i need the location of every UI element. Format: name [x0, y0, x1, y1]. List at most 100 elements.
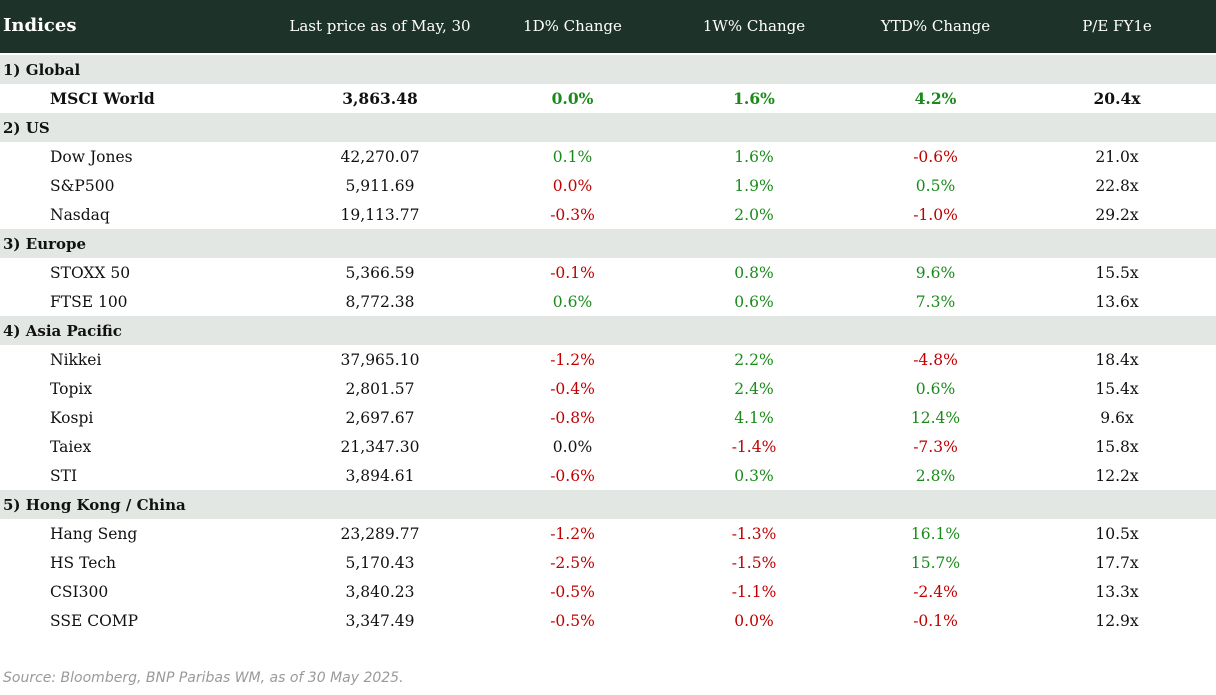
pe-cell: 29.2x [1095, 205, 1139, 224]
last-price-cell: 8,772.38 [345, 292, 415, 311]
change-1d-cell: -0.5% [550, 611, 595, 630]
change-ytd-cell: 2.8% [915, 466, 956, 485]
header-ytd-change: YTD% Change [880, 16, 991, 35]
change-1w-cell: 4.1% [734, 408, 774, 427]
last-price-cell: 37,965.10 [340, 350, 420, 369]
pe-cell: 10.5x [1095, 524, 1139, 543]
change-ytd-cell: -0.6% [913, 147, 958, 166]
index-name-cell: Nikkei [50, 350, 102, 369]
change-1w-cell: -1.5% [731, 553, 777, 572]
table-body: 1) Global MSCI World 3,863.48 0.0% 1.6% 4.2% 2… [0, 55, 1216, 635]
pe-cell: 22.8x [1095, 176, 1139, 195]
index-name-cell: Hang Seng [50, 524, 138, 543]
last-price-cell: 3,347.49 [345, 611, 415, 630]
change-1w-cell: 0.3% [734, 466, 774, 485]
table-row: Dow Jones 42,270.07 0.1% 1.6% -0.6% 21.0x [0, 142, 1216, 171]
change-1w-cell: 2.2% [734, 350, 774, 369]
change-1d-cell: -2.5% [550, 553, 595, 572]
change-1d-cell: -0.5% [550, 582, 595, 601]
change-1d-cell: -0.8% [550, 408, 595, 427]
last-price-cell: 23,289.77 [340, 524, 420, 543]
group-label: 5) Hong Kong / China [3, 495, 186, 514]
last-price-cell: 42,270.07 [340, 147, 420, 166]
group-header-row: 2) US [0, 113, 1216, 142]
change-1d-cell: 0.6% [552, 292, 593, 311]
change-1d-cell: 0.0% [552, 176, 593, 195]
pe-cell: 21.0x [1095, 147, 1139, 166]
change-ytd-cell: 7.3% [915, 292, 956, 311]
table-row: SSE COMP 3,347.49 -0.5% 0.0% -0.1% 12.9x [0, 606, 1216, 635]
change-1d-cell: 0.0% [551, 89, 594, 108]
index-name-cell: Dow Jones [50, 147, 133, 166]
pe-cell: 9.6x [1100, 408, 1134, 427]
change-ytd-cell: -0.1% [913, 611, 958, 630]
change-ytd-cell: 16.1% [910, 524, 961, 543]
index-name-cell: MSCI World [50, 89, 155, 108]
last-price-cell: 5,366.59 [345, 263, 415, 282]
table-row: Nikkei 37,965.10 -1.2% 2.2% -4.8% 18.4x [0, 345, 1216, 374]
change-ytd-cell: -1.0% [913, 205, 958, 224]
table-row: STI 3,894.61 -0.6% 0.3% 2.8% 12.2x [0, 461, 1216, 490]
change-1w-cell: -1.4% [731, 437, 777, 456]
change-1w-cell: 2.0% [734, 205, 774, 224]
indices-table: Indices Last price as of May, 30 1D% Cha… [0, 0, 1216, 635]
header-last-price: Last price as of May, 30 [289, 16, 471, 35]
change-1d-cell: 0.0% [552, 437, 593, 456]
table-row: FTSE 100 8,772.38 0.6% 0.6% 7.3% 13.6x [0, 287, 1216, 316]
index-name-cell: Nasdaq [50, 205, 110, 224]
last-price-cell: 3,840.23 [345, 582, 415, 601]
index-name-cell: S&P500 [50, 176, 115, 195]
table-row: STOXX 50 5,366.59 -0.1% 0.8% 9.6% 15.5x [0, 258, 1216, 287]
table-row: Hang Seng 23,289.77 -1.2% -1.3% 16.1% 10.5x [0, 519, 1216, 548]
change-1d-cell: -0.4% [550, 379, 595, 398]
last-price-cell: 2,697.67 [345, 408, 415, 427]
index-name-cell: STOXX 50 [50, 263, 131, 282]
last-price-cell: 3,894.61 [345, 466, 415, 485]
header-indices: Indices [3, 15, 77, 36]
pe-cell: 12.9x [1095, 611, 1139, 630]
index-name-cell: Topix [50, 379, 93, 398]
pe-cell: 15.4x [1095, 379, 1139, 398]
pe-cell: 13.6x [1095, 292, 1139, 311]
index-name-cell: STI [50, 466, 78, 485]
header-pe: P/E FY1e [1082, 16, 1152, 35]
change-1w-cell: -1.3% [731, 524, 777, 543]
group-label: 1) Global [3, 60, 81, 79]
group-label: 3) Europe [3, 234, 87, 253]
change-1w-cell: 1.9% [734, 176, 774, 195]
change-1d-cell: -0.1% [550, 263, 595, 282]
group-header-row: 4) Asia Pacific [0, 316, 1216, 345]
change-1w-cell: 1.6% [733, 89, 775, 108]
pe-cell: 13.3x [1095, 582, 1139, 601]
last-price-cell: 21,347.30 [340, 437, 420, 456]
index-name-cell: FTSE 100 [50, 292, 128, 311]
table-row: HS Tech 5,170.43 -2.5% -1.5% 15.7% 17.7x [0, 548, 1216, 577]
change-ytd-cell: 0.6% [915, 379, 956, 398]
table-row: CSI300 3,840.23 -0.5% -1.1% -2.4% 13.3x [0, 577, 1216, 606]
pe-cell: 17.7x [1095, 553, 1139, 572]
header-row: Indices Last price as of May, 30 1D% Cha… [0, 0, 1216, 55]
change-ytd-cell: 0.5% [915, 176, 956, 195]
index-name-cell: Taiex [50, 437, 92, 456]
change-ytd-cell: 9.6% [915, 263, 956, 282]
change-1d-cell: -1.2% [550, 350, 595, 369]
last-price-cell: 19,113.77 [340, 205, 420, 224]
change-ytd-cell: 4.2% [914, 89, 957, 108]
pe-cell: 12.2x [1095, 466, 1139, 485]
table-row: Taiex 21,347.30 0.0% -1.4% -7.3% 15.8x [0, 432, 1216, 461]
change-ytd-cell: -4.8% [913, 350, 958, 369]
group-label: 2) US [3, 118, 50, 137]
change-1w-cell: 0.8% [734, 263, 774, 282]
change-1d-cell: -1.2% [550, 524, 595, 543]
change-1w-cell: 0.6% [734, 292, 774, 311]
pe-cell: 18.4x [1095, 350, 1139, 369]
change-ytd-cell: -2.4% [913, 582, 958, 601]
change-1w-cell: -1.1% [731, 582, 777, 601]
index-name-cell: SSE COMP [50, 611, 139, 630]
change-1d-cell: -0.6% [550, 466, 595, 485]
change-1d-cell: -0.3% [550, 205, 595, 224]
index-name-cell: CSI300 [50, 582, 109, 601]
change-1w-cell: 2.4% [734, 379, 774, 398]
group-header-row: 1) Global [0, 55, 1216, 84]
header-1w-change: 1W% Change [702, 16, 806, 35]
